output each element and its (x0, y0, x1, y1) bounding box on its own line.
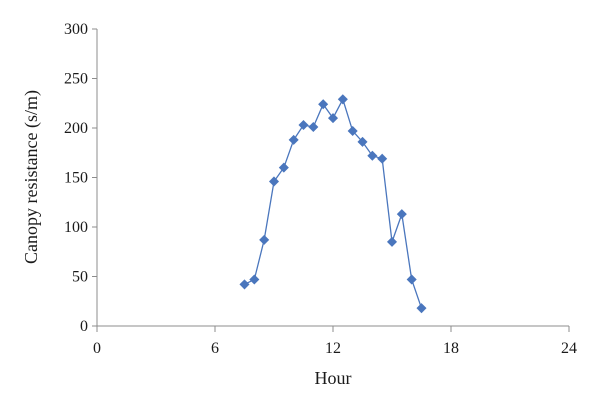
y-tick-label: 300 (64, 21, 88, 38)
x-tick-label: 12 (325, 340, 341, 357)
data-point (327, 113, 339, 124)
y-tick-label: 150 (64, 170, 88, 187)
y-axis-title: Canopy resistance (s/m) (21, 90, 42, 264)
series-line (244, 97, 423, 309)
data-point (357, 136, 368, 147)
x-tick-label: 0 (93, 340, 101, 357)
x-tick-label: 6 (211, 340, 219, 357)
data-point (318, 99, 329, 110)
x-tick-label: 24 (561, 340, 577, 357)
data-point (367, 150, 378, 161)
y-tick-label: 0 (80, 318, 88, 335)
data-point (386, 236, 398, 247)
axes: 0 50 100 150 200 250 300 0 6 12 18 24 (64, 21, 577, 357)
data-point (288, 134, 299, 145)
series-layer (239, 94, 427, 314)
x-tick-label: 18 (443, 340, 459, 357)
x-axis-title: Hour (315, 368, 352, 388)
data-point (249, 274, 260, 285)
y-tick-label: 250 (64, 71, 88, 88)
data-point (278, 162, 289, 173)
data-point (406, 274, 417, 285)
data-point (337, 94, 348, 105)
data-point (268, 176, 280, 187)
data-point (347, 125, 358, 136)
y-tick-label: 50 (72, 269, 88, 286)
data-point (298, 120, 309, 131)
data-point (416, 303, 427, 314)
y-tick-label: 200 (64, 120, 88, 137)
y-tick-label: 100 (64, 219, 88, 236)
data-point (377, 153, 388, 164)
data-point (259, 234, 270, 245)
data-point (239, 279, 250, 290)
data-point (396, 209, 407, 220)
data-point (308, 121, 319, 133)
